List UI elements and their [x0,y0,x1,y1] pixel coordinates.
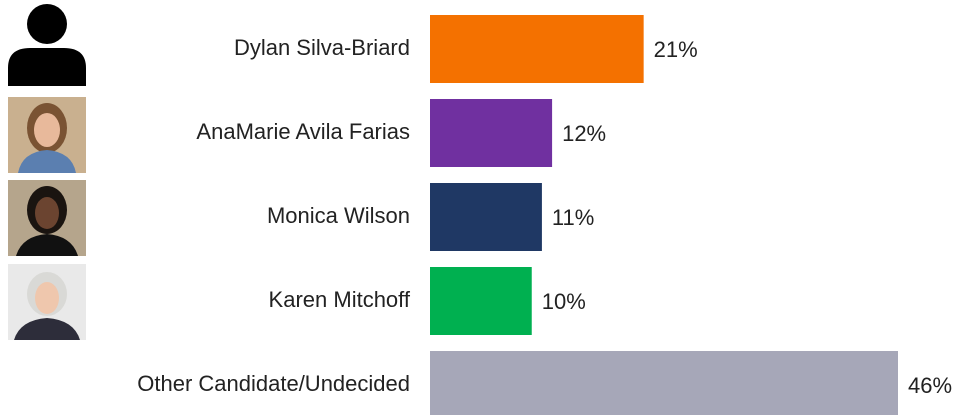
bar [430,351,898,415]
candidate-photo [8,264,86,340]
category-label: Dylan Silva-Briard [234,35,410,60]
silhouette-icon [8,4,86,86]
category-label: Other Candidate/Undecided [137,371,410,396]
category-label: AnaMarie Avila Farias [196,119,410,144]
category-label: Monica Wilson [267,203,410,228]
value-label: 21% [654,37,698,62]
value-label: 46% [908,373,952,398]
bar [430,99,553,167]
value-label: 11% [552,205,594,230]
bar [430,15,644,83]
candidate-photo [8,97,86,173]
bar [430,183,542,251]
category-label: Karen Mitchoff [269,287,411,312]
value-label: 10% [542,289,586,314]
value-label: 12% [562,121,606,146]
candidate-photo [8,180,86,256]
bar [430,267,532,335]
